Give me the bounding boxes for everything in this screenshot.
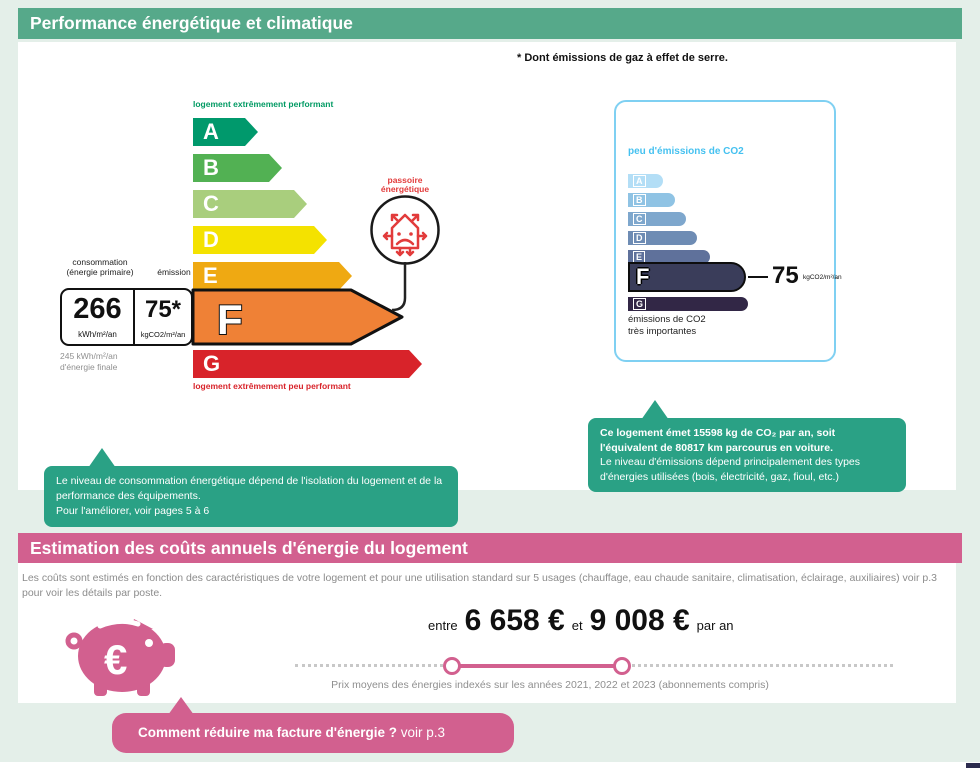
co2-value: 75 — [772, 262, 799, 289]
energy-callout-pointer — [88, 448, 116, 468]
energy-class-g-letter: G — [203, 351, 221, 376]
energy-sieve-house-icon — [370, 195, 440, 265]
piggy-bank-icon: € — [65, 618, 175, 696]
cost-range-line: entre 6 658 € et 9 008 € par an — [428, 604, 734, 638]
cost-range-suffix: par an — [696, 618, 734, 633]
emission-value: 75* — [144, 296, 182, 323]
costs-intro-text: Les coûts sont estimés en fonction des c… — [22, 572, 937, 599]
co2-class-a-letter: A — [633, 175, 646, 187]
emission-cell: 75* kgCO2/m²/an — [135, 290, 191, 344]
cost-range-prefix: entre — [428, 618, 458, 633]
cost-min-value: 6 658 € — [464, 604, 565, 637]
energy-class-d-letter: D — [203, 227, 219, 252]
energy-section-title: Performance énergétique et climatique — [18, 8, 962, 39]
energy-value-box: 266 kWh/m²/an 75* kgCO2/m²/an — [60, 288, 193, 346]
energy-class-e-letter: E — [203, 263, 218, 288]
energy-current-letter: F — [217, 296, 243, 343]
next-section-fragment — [966, 763, 980, 768]
co2-low-label: peu d'émissions de CO2 — [628, 146, 744, 157]
consumption-header: consommation (énergie primaire) — [66, 257, 134, 277]
costs-panel — [18, 563, 956, 703]
energy-class-b-letter: B — [203, 155, 219, 180]
cost-range-sep: et — [571, 618, 583, 633]
co2-callout-pointer — [641, 400, 669, 420]
price-slider-range — [452, 664, 622, 668]
co2-value-unit: kgCO2/m²/an — [803, 274, 842, 281]
energy-callout: Le niveau de consommation énergétique dé… — [44, 466, 458, 527]
consumption-unit: kWh/m²/an — [78, 330, 117, 339]
next-section-strip — [0, 762, 980, 768]
price-slider-handle-max — [613, 657, 631, 675]
consumption-value: 266 — [73, 293, 122, 325]
svg-text:€: € — [104, 636, 127, 683]
emission-header: émission — [157, 267, 191, 277]
co2-callout-bold-text: Ce logement émet 15598 kg de CO₂ par an,… — [600, 427, 836, 454]
co2-class-g-letter: G — [633, 298, 647, 310]
bill-callout-text: voir p.3 — [397, 725, 446, 740]
costs-section-title: Estimation des coûts annuels d'énergie d… — [18, 533, 962, 563]
energy-current-arrow: F — [191, 288, 404, 346]
price-index-caption: Prix moyens des énergies indexés sur les… — [331, 679, 769, 691]
co2-class-d-bar: D — [628, 231, 697, 245]
co2-class-a-bar: A — [628, 174, 663, 188]
bill-callout-pointer — [168, 697, 194, 715]
co2-class-c-bar: C — [628, 212, 686, 226]
co2-value-connector — [748, 276, 768, 278]
energy-sieve-label: passoire énergétique — [380, 175, 430, 194]
co2-class-g-bar: G — [628, 297, 748, 311]
consumption-cell: 266 kWh/m²/an — [62, 290, 133, 344]
energy-class-c-arrow: C — [193, 190, 307, 218]
scale-worst-label: logement extrêmement peu performant — [193, 381, 351, 391]
co2-class-d-letter: D — [633, 232, 646, 244]
final-energy-note: 245 kWh/m²/an d'énergie finale — [60, 351, 118, 372]
energy-class-d-arrow: D — [193, 226, 327, 254]
value-box-divider — [133, 290, 135, 344]
co2-class-b-letter: B — [633, 194, 646, 206]
emission-unit: kgCO2/m²/an — [140, 330, 186, 339]
co2-current-bar: F — [628, 262, 746, 292]
co2-high-label: émissions de CO2 très importantes — [628, 314, 706, 337]
energy-class-a-arrow: A — [193, 118, 258, 146]
energy-class-b-arrow: B — [193, 154, 282, 182]
co2-class-b-bar: B — [628, 193, 675, 207]
energy-class-c-letter: C — [203, 191, 219, 216]
price-slider-handle-min — [443, 657, 461, 675]
sieve-connector-line — [391, 262, 407, 312]
scale-best-label: logement extrêmement performant — [193, 99, 334, 109]
ghg-footnote: * Dont émissions de gaz à effet de serre… — [517, 52, 728, 64]
bill-callout: Comment réduire ma facture d'énergie ? v… — [112, 713, 514, 753]
energy-class-e-arrow: E — [193, 262, 352, 290]
co2-callout-text: Le niveau d'émissions dépend principalem… — [600, 456, 860, 483]
energy-class-a-letter: A — [203, 119, 219, 144]
bill-callout-bold-text: Comment réduire ma facture d'énergie ? — [138, 725, 398, 740]
co2-current-letter: F — [636, 264, 650, 289]
cost-max-value: 9 008 € — [589, 604, 690, 637]
energy-class-g-arrow: G — [193, 350, 422, 378]
co2-class-c-letter: C — [633, 213, 646, 225]
co2-callout: Ce logement émet 15598 kg de CO₂ par an,… — [588, 418, 906, 492]
energy-current-arrow-shape — [191, 288, 404, 346]
